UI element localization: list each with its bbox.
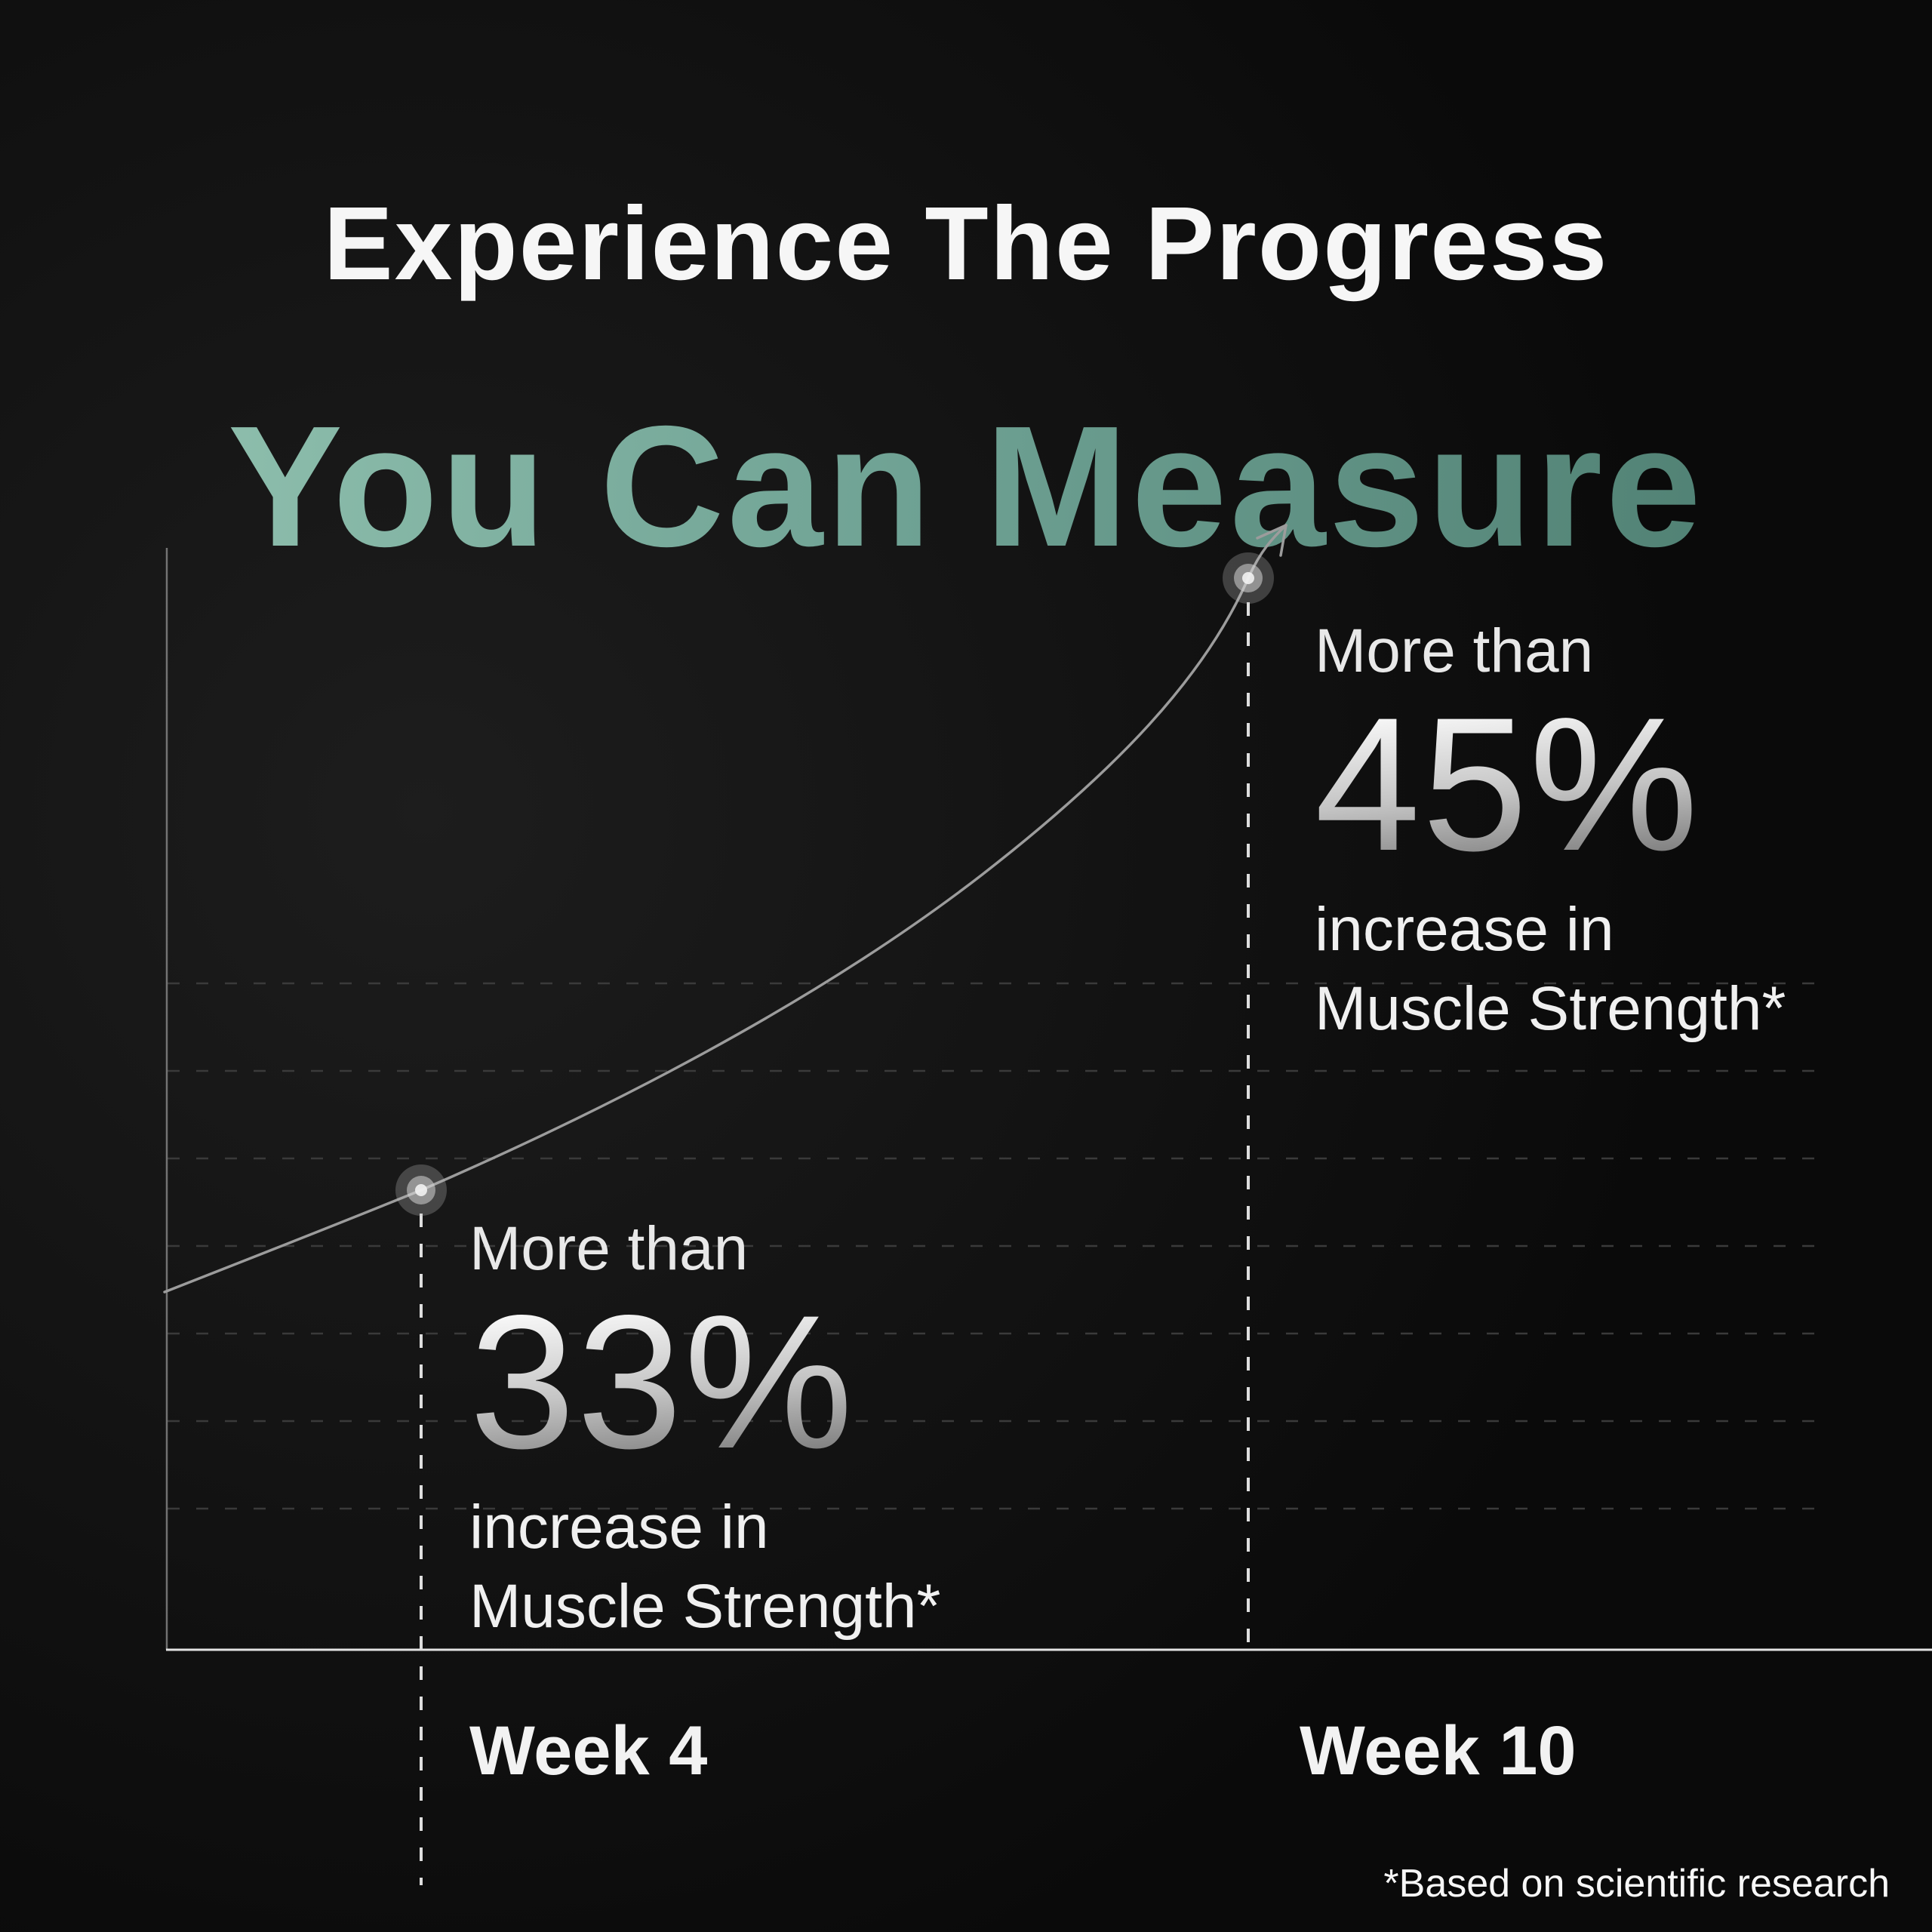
data-point-week10: [1223, 552, 1274, 604]
annotation-prefix: More than: [469, 1214, 749, 1283]
annotation-line: increase in: [1315, 895, 1614, 964]
growth-curve-path: [163, 524, 1287, 1294]
arrowhead-barb: [1256, 524, 1287, 540]
percent-value: 33%: [469, 1287, 940, 1478]
growth-curve: [163, 524, 1287, 1294]
arrowhead-barb: [1279, 524, 1287, 557]
marker-dot: [415, 1184, 427, 1196]
annotation-week4: More than 33% increase in Muscle Strengt…: [469, 1214, 940, 1647]
data-point-week4: [395, 1164, 447, 1216]
gridlines: [168, 982, 1829, 1510]
disclaimer-text: *Based on scientific research: [1383, 1862, 1890, 1906]
x-tick-week10: Week 10: [1300, 1712, 1577, 1789]
percent-value: 45%: [1315, 690, 1786, 880]
marker-dot: [1242, 572, 1254, 584]
page-title: Experience The Progress: [323, 186, 1609, 303]
annotation-week10: More than 45% increase in Muscle Strengt…: [1315, 616, 1786, 1049]
page-subtitle: You Can Measure: [0, 389, 1932, 586]
annotation-prefix: More than: [1315, 617, 1594, 685]
x-tick-week4: Week 4: [469, 1712, 708, 1789]
annotation-line: increase in: [469, 1493, 769, 1561]
annotation-line: Muscle Strength*: [469, 1571, 941, 1641]
annotation-line: Muscle Strength*: [1315, 974, 1786, 1043]
